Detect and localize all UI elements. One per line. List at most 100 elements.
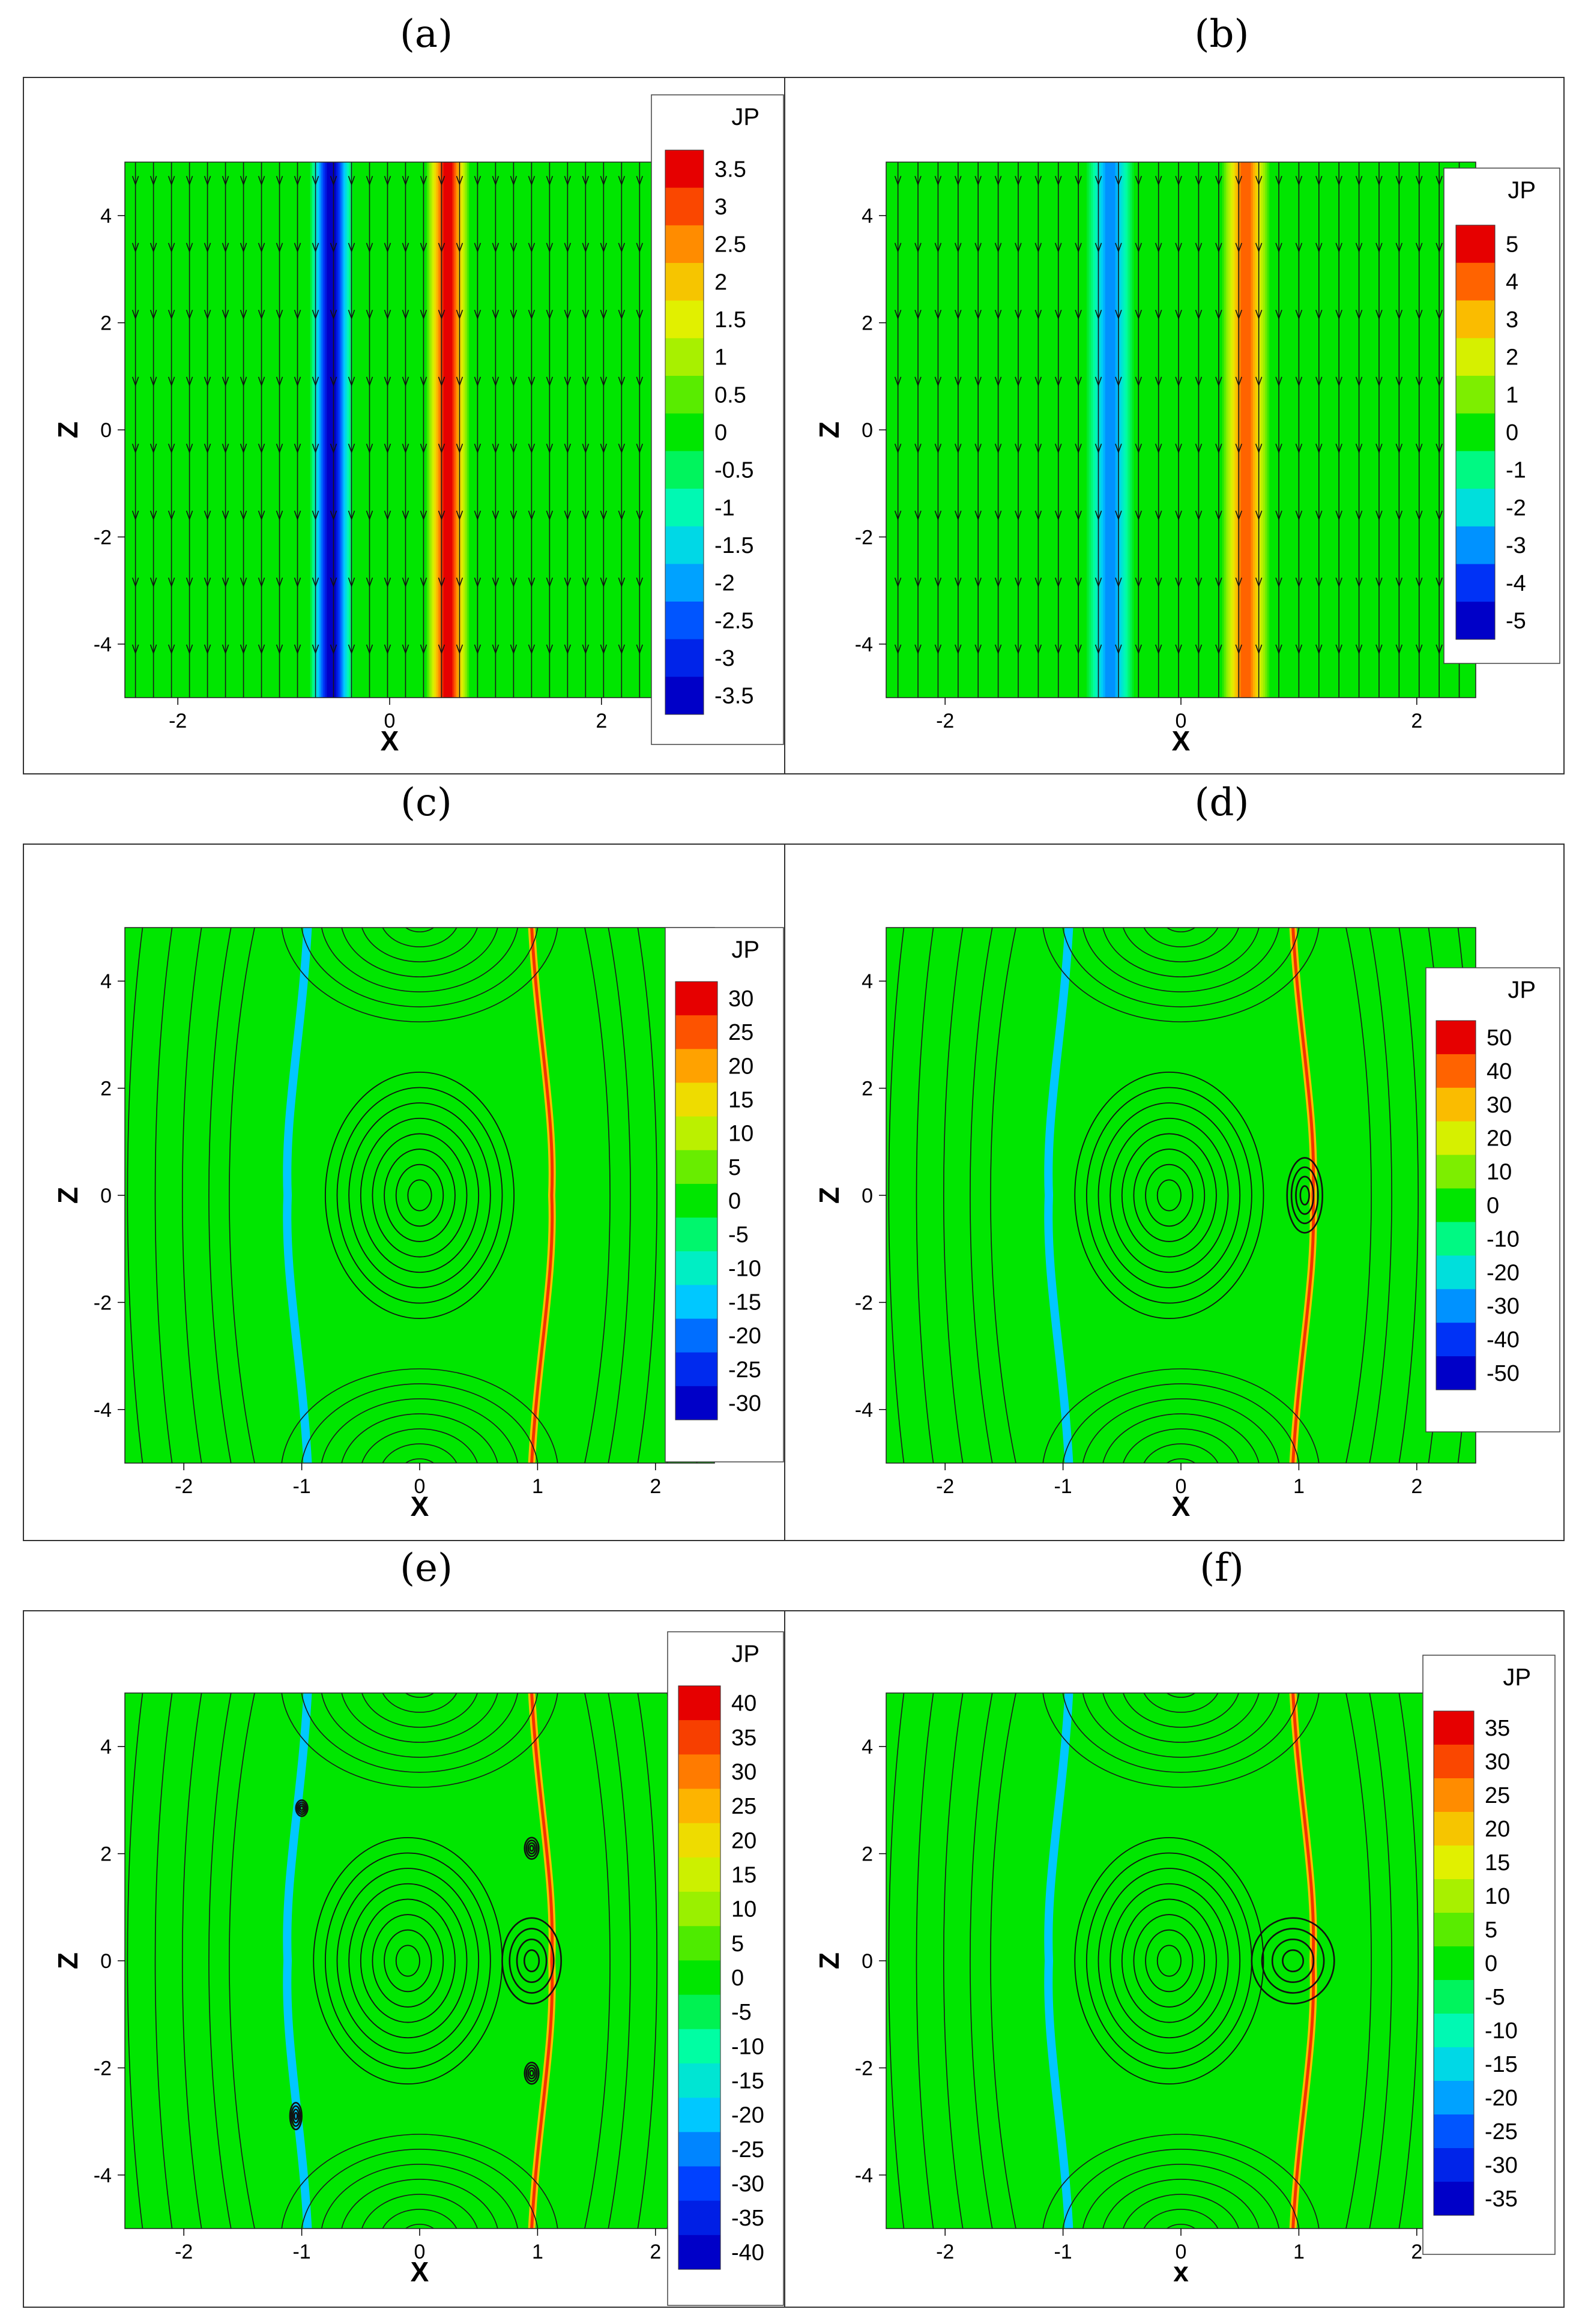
field-arrow: [276, 644, 283, 655]
colorbar-segment: [665, 639, 704, 677]
island-field-line: [525, 1840, 538, 1858]
field-arrow: [1255, 309, 1263, 320]
field-arrow: [1375, 644, 1383, 655]
y-tick-label: -2: [855, 1291, 873, 1314]
field-arrow: [1175, 175, 1182, 186]
field-arrow: [1075, 376, 1082, 387]
field-arrow: [564, 309, 572, 320]
colorbar-segment: [1434, 2182, 1474, 2216]
island-field-line: [1074, 1837, 1264, 2085]
lobe-field-line: [382, 2209, 457, 2229]
field-arrow: [994, 443, 1002, 454]
field-arrow: [438, 243, 445, 253]
island-field-line: [1133, 1148, 1206, 1242]
field-arrow: [474, 243, 482, 253]
field-arrow: [131, 175, 139, 186]
field-arrow: [222, 510, 229, 521]
colorbar-tick-label: 20: [1487, 1126, 1512, 1151]
island-field-line: [1097, 1102, 1241, 1288]
colorbar-segment: [1434, 2047, 1474, 2081]
colorbar-segment: [1434, 2148, 1474, 2182]
lobe-field-line: [1123, 928, 1239, 962]
field-arrow: [1015, 510, 1022, 521]
colorbar-segment: [1434, 1745, 1474, 1779]
field-arrow: [474, 175, 482, 186]
field-arrow: [582, 376, 590, 387]
field-line: [1345, 928, 1372, 1463]
field-arrow: [1115, 309, 1122, 320]
field-arrow: [474, 376, 482, 387]
field-arrow: [1295, 577, 1303, 588]
field-arrow: [934, 309, 942, 320]
colorbar-segment: [678, 2063, 720, 2098]
x-tick-label: 0: [1176, 1475, 1187, 1498]
field-arrow: [294, 644, 301, 655]
field-arrow: [1235, 577, 1242, 588]
colorbar-segment: [678, 1686, 720, 1721]
field-arrow: [546, 443, 554, 454]
field-arrow: [1015, 309, 1022, 320]
field-line: [127, 1693, 143, 2229]
x-tick-label: 0: [414, 1475, 426, 1498]
field-arrow: [1395, 577, 1403, 588]
colorbar-segment: [675, 982, 717, 1016]
colorbar-segment: [665, 263, 704, 301]
field-arrow: [1015, 644, 1022, 655]
lobe-field-line: [321, 1398, 519, 1463]
colorbar-tick-label: 20: [1485, 1817, 1510, 1842]
colorbar-title: JP: [731, 937, 759, 963]
field-arrow: [1375, 443, 1383, 454]
lobe-field-line: [382, 1443, 457, 1463]
colorbar-segment: [1434, 1980, 1474, 2014]
field-arrow: [1415, 577, 1423, 588]
field-arrow: [258, 309, 265, 320]
field-arrow: [546, 243, 554, 253]
field-arrow: [1295, 309, 1303, 320]
colorbar-segment: [678, 2200, 720, 2236]
colorbar-tick-label: -5: [731, 2000, 752, 2025]
field-arrow: [582, 644, 590, 655]
lobe-field-line: [1082, 1693, 1280, 1758]
field-arrow: [1275, 510, 1282, 521]
colorbar-border: [1455, 225, 1496, 640]
field-arrow: [294, 376, 301, 387]
colorbar-tick-label: -5: [728, 1222, 749, 1248]
field-arrow: [330, 443, 337, 454]
field-arrow: [474, 644, 482, 655]
field-line: [916, 1693, 934, 2229]
field-arrow: [1415, 510, 1423, 521]
field-arrow: [1155, 577, 1162, 588]
island-field-line: [516, 1939, 548, 1983]
field-arrow: [914, 309, 922, 320]
field-arrow: [1054, 577, 1062, 588]
field-arrow: [438, 644, 445, 655]
field-arrow: [1075, 175, 1082, 186]
field-arrow: [546, 175, 554, 186]
field-arrow: [438, 309, 445, 320]
field-arrow: [131, 309, 139, 320]
colorbar-segment: [675, 1218, 717, 1252]
field-arrow: [456, 644, 463, 655]
colorbar-tick-label: 30: [1485, 1749, 1510, 1775]
field-arrow: [914, 443, 922, 454]
field-arrow: [1295, 510, 1303, 521]
colorbar-segment: [1436, 1323, 1476, 1357]
colorbar-title: JP: [731, 1641, 759, 1667]
y-axis-label: Z: [814, 421, 845, 438]
field-arrow: [1275, 577, 1282, 588]
colorbar-segment: [675, 1049, 717, 1083]
field-arrow: [600, 577, 608, 588]
island-field-line: [295, 1799, 309, 1817]
island-field-line: [1145, 1164, 1194, 1227]
current-sheet-band: [327, 162, 336, 698]
field-arrow: [1275, 175, 1282, 186]
field-arrow: [149, 376, 157, 387]
field-arrow: [240, 376, 247, 387]
island-field-line: [395, 1164, 444, 1227]
field-arrow: [894, 577, 902, 588]
island-field-line: [1121, 1133, 1217, 1258]
colorbar-segment: [1434, 1879, 1474, 1913]
field-line: [182, 1693, 202, 2229]
island-field-line: [348, 1883, 468, 2039]
field-arrow: [1395, 376, 1403, 387]
